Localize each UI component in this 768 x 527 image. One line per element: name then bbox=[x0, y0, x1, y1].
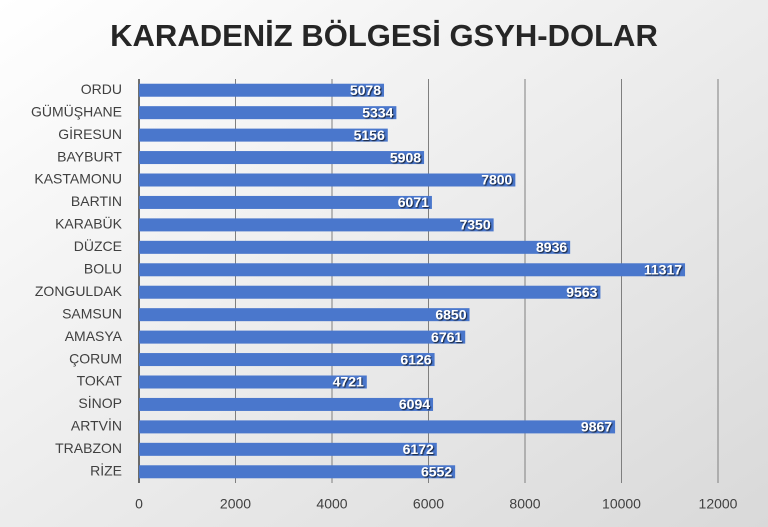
value-label: 6094 bbox=[399, 396, 430, 412]
bar bbox=[139, 173, 516, 187]
value-label: 6761 bbox=[431, 329, 462, 345]
bar bbox=[139, 442, 437, 456]
bar bbox=[139, 285, 601, 299]
x-tick-label: 8000 bbox=[509, 496, 540, 512]
y-tick-label: DÜZCE bbox=[74, 237, 122, 254]
bar bbox=[139, 195, 432, 209]
y-tick-label: TOKAT bbox=[77, 373, 123, 389]
y-tick-label: SİNOP bbox=[78, 394, 122, 411]
bar bbox=[139, 128, 388, 142]
y-tick-label: GİRESUN bbox=[58, 125, 122, 142]
bar bbox=[139, 151, 425, 165]
value-label: 7800 bbox=[481, 172, 512, 188]
value-label: 6172 bbox=[403, 441, 434, 457]
y-tick-label: GÜMÜŞHANE bbox=[31, 102, 122, 119]
value-label: 5078 bbox=[350, 82, 381, 98]
value-label: 6850 bbox=[435, 306, 466, 322]
bar bbox=[139, 353, 435, 367]
value-label: 4721 bbox=[333, 374, 364, 390]
value-label: 5908 bbox=[390, 149, 421, 165]
y-tick-label: RİZE bbox=[90, 461, 122, 478]
y-tick-label: BAYBURT bbox=[57, 148, 122, 164]
bar bbox=[139, 218, 494, 232]
bar bbox=[139, 240, 571, 254]
value-label: 7350 bbox=[459, 217, 490, 233]
value-label: 9563 bbox=[566, 284, 597, 300]
bar bbox=[139, 308, 470, 322]
x-tick-label: 12000 bbox=[699, 496, 738, 512]
chart-title: KARADENİZ BÖLGESİ GSYH-DOLAR bbox=[110, 18, 658, 53]
y-tick-label: BARTIN bbox=[71, 193, 122, 209]
bar bbox=[139, 397, 434, 411]
value-label: 8936 bbox=[536, 239, 567, 255]
y-tick-label: KASTAMONU bbox=[34, 171, 122, 187]
value-label: 6552 bbox=[421, 463, 452, 479]
value-label: 5334 bbox=[362, 104, 393, 120]
y-tick-label: ARTVİN bbox=[71, 417, 122, 434]
y-tick-label: AMASYA bbox=[65, 328, 123, 344]
y-tick-label: KARABÜK bbox=[55, 215, 123, 232]
value-label: 9867 bbox=[581, 419, 612, 435]
bar bbox=[139, 83, 385, 97]
x-tick-label: 2000 bbox=[220, 496, 251, 512]
value-label: 11317 bbox=[644, 261, 682, 277]
x-tick-label: 6000 bbox=[413, 496, 444, 512]
y-tick-label: ZONGULDAK bbox=[35, 283, 123, 299]
value-label: 6126 bbox=[400, 351, 431, 367]
y-tick-label: TRABZON bbox=[55, 440, 122, 456]
y-tick-label: SAMSUN bbox=[62, 305, 122, 321]
value-label: 6071 bbox=[398, 194, 429, 210]
x-tick-label: 0 bbox=[135, 496, 143, 512]
x-tick-label: 4000 bbox=[316, 496, 347, 512]
value-label: 5156 bbox=[354, 127, 385, 143]
bar bbox=[139, 465, 456, 479]
bar bbox=[139, 106, 397, 120]
bar bbox=[139, 375, 367, 389]
bar bbox=[139, 420, 616, 434]
bar bbox=[139, 330, 466, 344]
x-tick-label: 10000 bbox=[602, 496, 641, 512]
y-tick-label: BOLU bbox=[84, 260, 122, 276]
bar bbox=[139, 263, 686, 277]
y-tick-label: ORDU bbox=[81, 81, 122, 97]
y-tick-label: ÇORUM bbox=[69, 350, 122, 366]
